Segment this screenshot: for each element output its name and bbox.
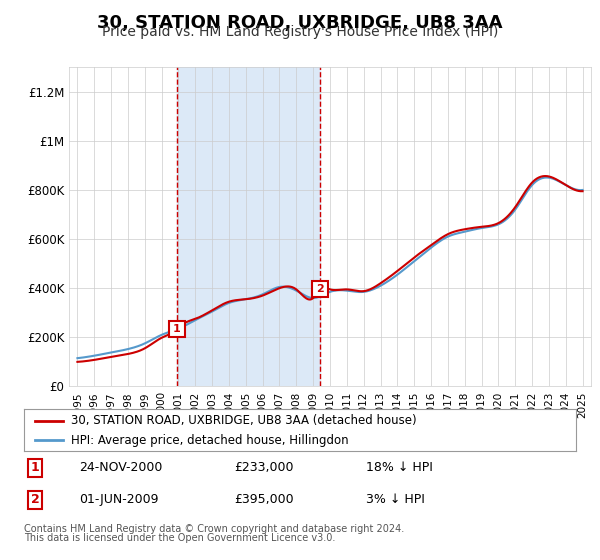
Text: Contains HM Land Registry data © Crown copyright and database right 2024.: Contains HM Land Registry data © Crown c…: [24, 524, 404, 534]
Text: 1: 1: [173, 324, 181, 334]
Text: This data is licensed under the Open Government Licence v3.0.: This data is licensed under the Open Gov…: [24, 533, 335, 543]
Text: £395,000: £395,000: [234, 493, 293, 506]
Text: 30, STATION ROAD, UXBRIDGE, UB8 3AA (detached house): 30, STATION ROAD, UXBRIDGE, UB8 3AA (det…: [71, 414, 416, 427]
Text: 2: 2: [31, 493, 40, 506]
Bar: [177, 67, 320, 386]
Text: 3% ↓ HPI: 3% ↓ HPI: [366, 493, 425, 506]
Text: £233,000: £233,000: [234, 461, 293, 474]
Text: 2: 2: [316, 284, 324, 295]
Text: 1: 1: [31, 461, 40, 474]
Text: 24-NOV-2000: 24-NOV-2000: [79, 461, 163, 474]
Text: 01-JUN-2009: 01-JUN-2009: [79, 493, 158, 506]
Text: 30, STATION ROAD, UXBRIDGE, UB8 3AA: 30, STATION ROAD, UXBRIDGE, UB8 3AA: [97, 14, 503, 32]
Text: HPI: Average price, detached house, Hillingdon: HPI: Average price, detached house, Hill…: [71, 434, 349, 447]
Text: 18% ↓ HPI: 18% ↓ HPI: [366, 461, 433, 474]
Text: Price paid vs. HM Land Registry's House Price Index (HPI): Price paid vs. HM Land Registry's House …: [102, 25, 498, 39]
